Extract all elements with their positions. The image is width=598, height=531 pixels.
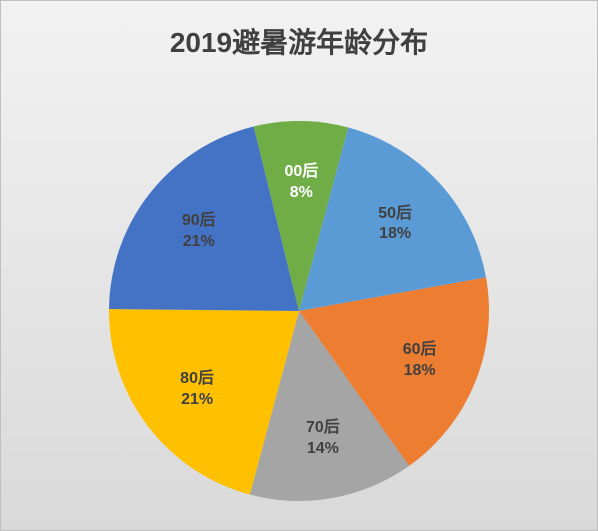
slice-label-60后: 60后18% (390, 340, 450, 382)
pie-chart-container: 2019避暑游年龄分布 50后18%60后18%70后14%80后21%90后2… (0, 0, 598, 531)
slice-label-00后: 00后8% (271, 162, 331, 204)
slice-percent: 21% (169, 232, 229, 253)
slice-percent: 21% (167, 390, 227, 411)
slice-category: 00后 (271, 162, 331, 183)
slice-percent: 18% (390, 361, 450, 382)
chart-title: 2019避暑游年龄分布 (1, 21, 597, 61)
slice-label-80后: 80后21% (167, 369, 227, 411)
slice-category: 60后 (390, 340, 450, 361)
slice-label-50后: 50后18% (365, 204, 425, 246)
slice-category: 80后 (167, 369, 227, 390)
slice-percent: 18% (365, 224, 425, 245)
slice-percent: 14% (293, 439, 353, 460)
slice-label-90后: 90后21% (169, 211, 229, 253)
slice-category: 90后 (169, 211, 229, 232)
slice-category: 50后 (365, 204, 425, 225)
slice-label-70后: 70后14% (293, 418, 353, 460)
slice-category: 70后 (293, 418, 353, 439)
slice-percent: 8% (271, 183, 331, 204)
